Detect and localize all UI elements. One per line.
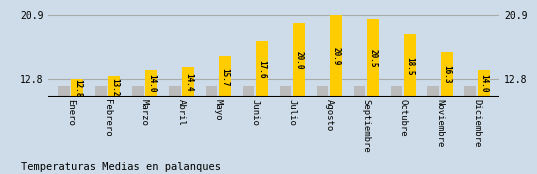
Bar bbox=[71, 79, 83, 174]
Text: 14.4: 14.4 bbox=[184, 73, 193, 91]
Bar bbox=[465, 86, 476, 174]
Text: 14.0: 14.0 bbox=[147, 74, 156, 93]
Text: 20.5: 20.5 bbox=[368, 49, 378, 67]
Bar bbox=[367, 19, 379, 174]
Bar bbox=[206, 86, 217, 174]
Text: Temperaturas Medias en palanques: Temperaturas Medias en palanques bbox=[21, 162, 221, 172]
Text: 16.3: 16.3 bbox=[442, 65, 452, 84]
Bar bbox=[280, 86, 292, 174]
Bar bbox=[219, 56, 231, 174]
Bar bbox=[404, 34, 416, 174]
Text: 14.0: 14.0 bbox=[480, 74, 489, 93]
Text: 18.5: 18.5 bbox=[405, 57, 415, 75]
Bar bbox=[441, 52, 453, 174]
Bar bbox=[317, 86, 329, 174]
Text: 12.8: 12.8 bbox=[73, 79, 82, 98]
Bar bbox=[146, 70, 157, 174]
Bar bbox=[330, 15, 342, 174]
Bar bbox=[390, 86, 402, 174]
Bar bbox=[478, 70, 490, 174]
Bar bbox=[108, 76, 120, 174]
Text: 17.6: 17.6 bbox=[258, 60, 267, 79]
Text: 20.0: 20.0 bbox=[295, 51, 304, 69]
Bar bbox=[243, 86, 255, 174]
Bar bbox=[169, 86, 180, 174]
Bar bbox=[293, 23, 305, 174]
Bar bbox=[183, 67, 194, 174]
Bar bbox=[427, 86, 439, 174]
Bar bbox=[132, 86, 143, 174]
Bar bbox=[353, 86, 365, 174]
Text: 15.7: 15.7 bbox=[221, 68, 230, 86]
Bar bbox=[58, 86, 70, 174]
Text: 20.9: 20.9 bbox=[332, 47, 340, 66]
Bar bbox=[95, 86, 106, 174]
Bar bbox=[256, 41, 268, 174]
Text: 13.2: 13.2 bbox=[110, 78, 119, 96]
